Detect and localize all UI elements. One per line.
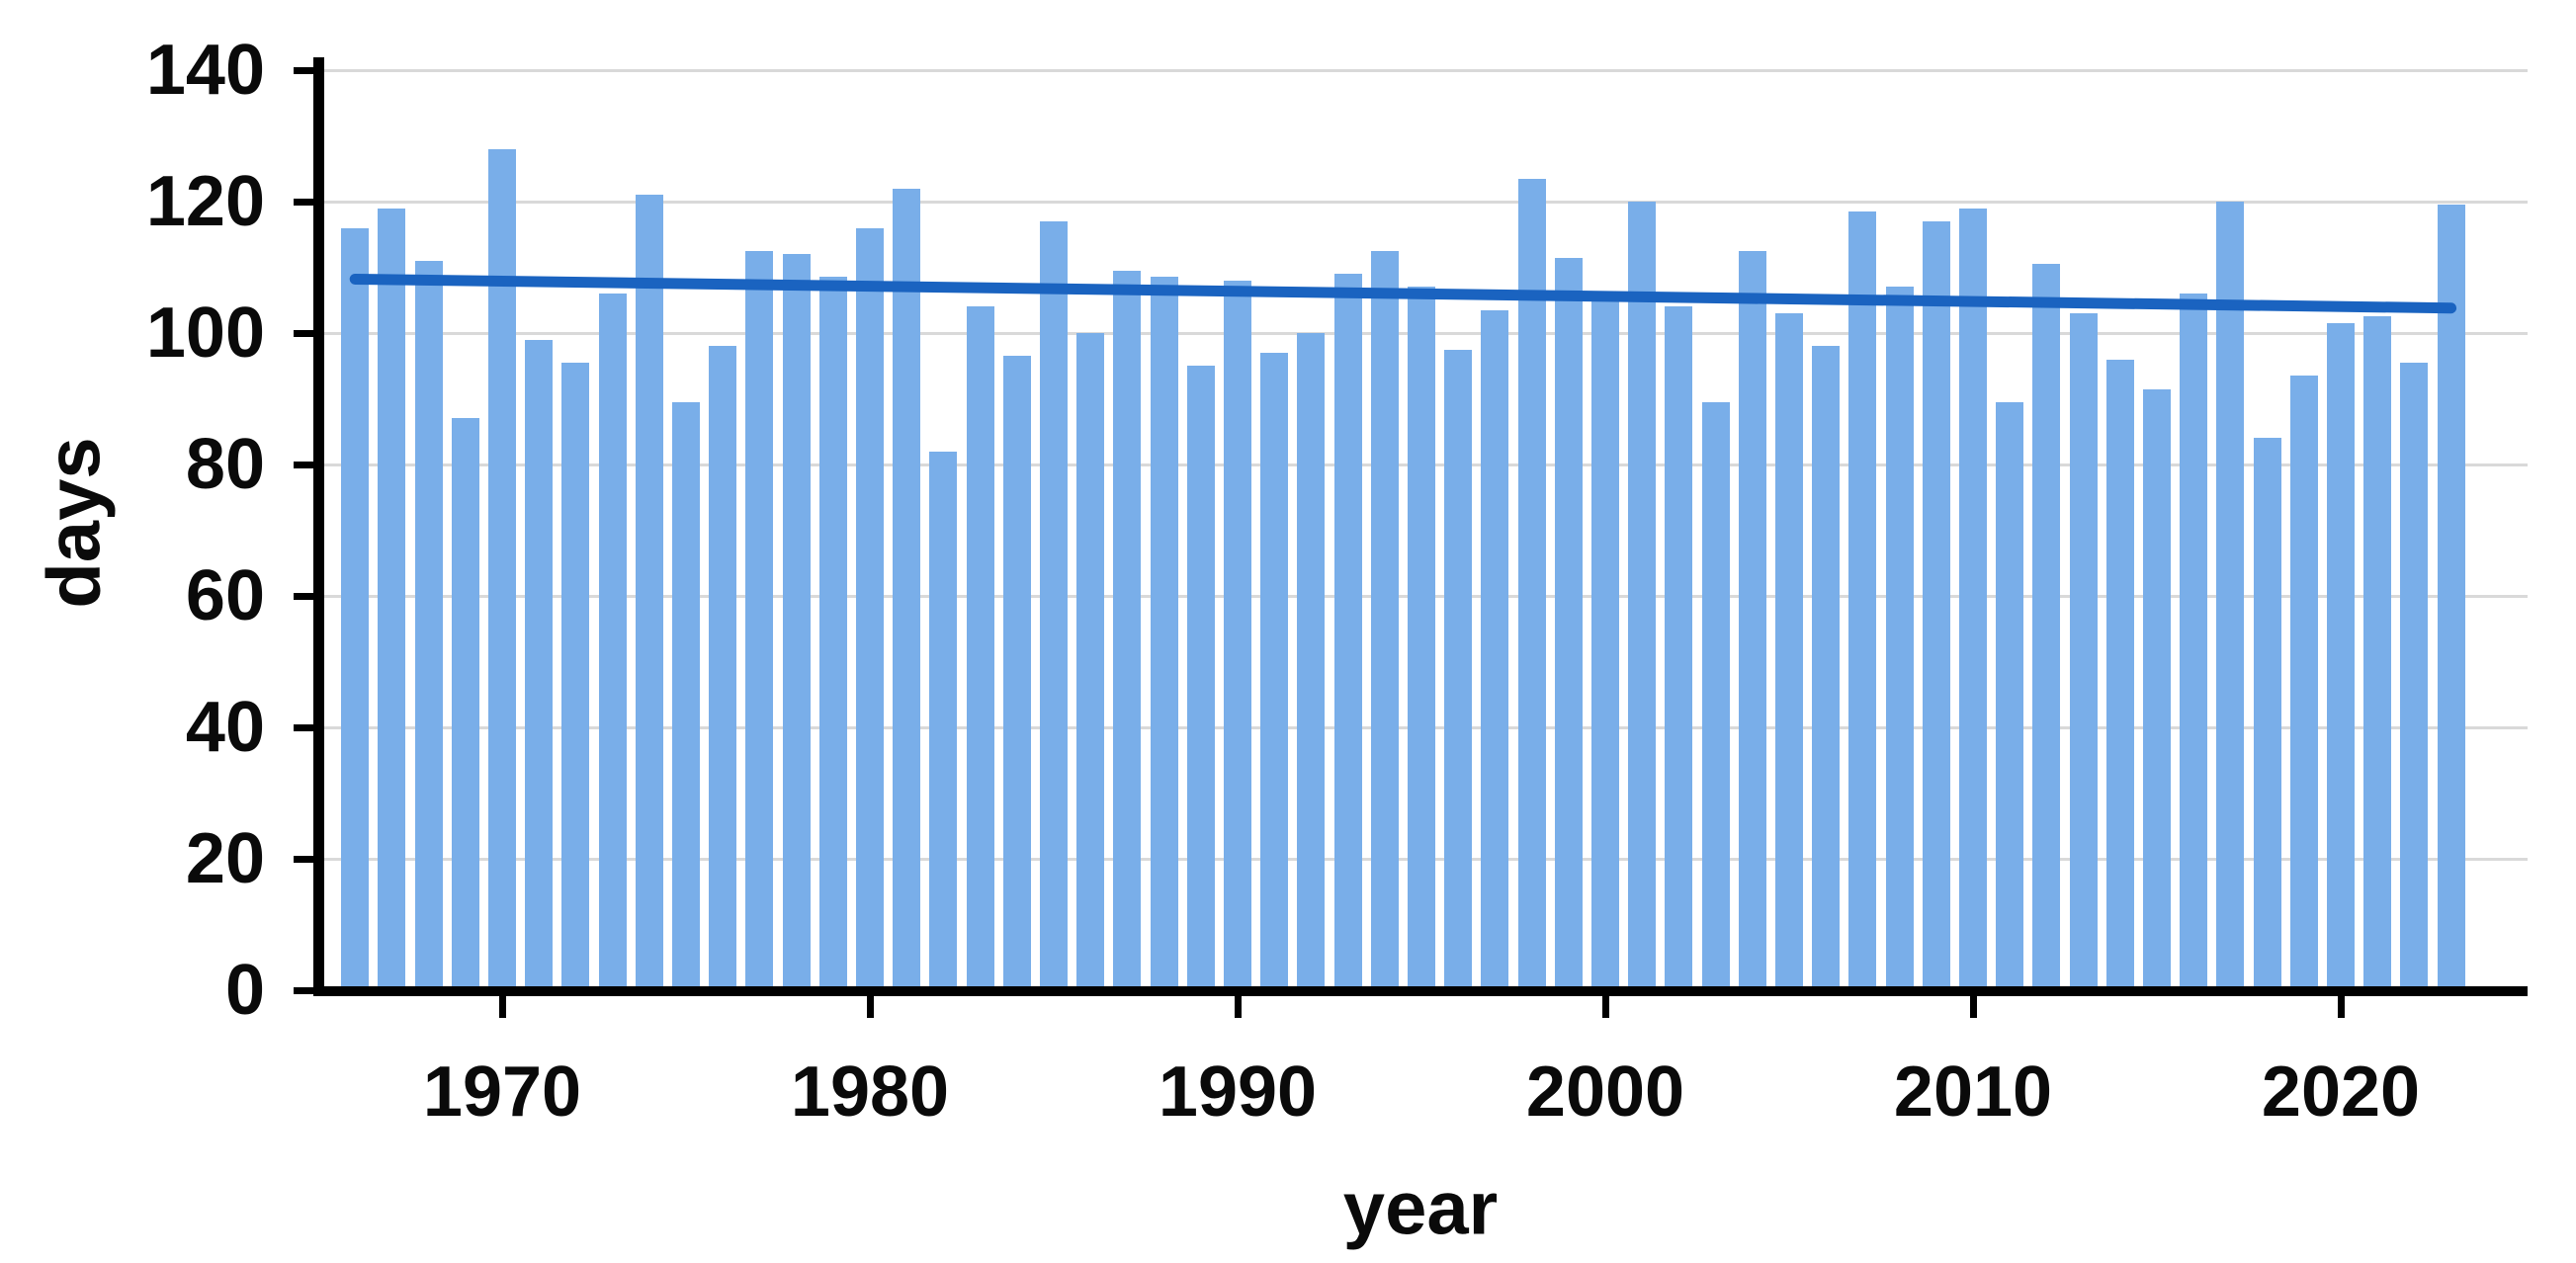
bar-1982 bbox=[929, 451, 958, 990]
bar-1981 bbox=[893, 188, 921, 990]
bar-2014 bbox=[2105, 359, 2134, 990]
bar-1968 bbox=[414, 260, 443, 990]
x-tick-label-2010: 2010 bbox=[1893, 1052, 2053, 1132]
bar-2010 bbox=[1959, 208, 1987, 990]
y-axis-line bbox=[313, 57, 324, 996]
bar-2020 bbox=[2327, 323, 2355, 990]
bar-2007 bbox=[1848, 210, 1877, 990]
bar-1984 bbox=[1002, 356, 1031, 990]
y-tick-label-40: 40 bbox=[185, 688, 265, 767]
x-tick-label-1970: 1970 bbox=[422, 1052, 582, 1132]
y-tick-label-120: 120 bbox=[145, 162, 265, 241]
bar-2001 bbox=[1628, 202, 1657, 990]
bar-2004 bbox=[1738, 250, 1766, 990]
bar-1997 bbox=[1481, 309, 1509, 990]
y-tick-80 bbox=[294, 461, 313, 468]
bar-1998 bbox=[1517, 178, 1546, 990]
bar-1988 bbox=[1150, 277, 1178, 990]
bar-2023 bbox=[2437, 205, 2465, 990]
bar-2000 bbox=[1591, 299, 1619, 990]
bar-1990 bbox=[1224, 280, 1251, 990]
bar-1979 bbox=[818, 277, 847, 990]
x-tick-1970 bbox=[498, 996, 506, 1018]
bar-1985 bbox=[1040, 220, 1068, 990]
bar-1993 bbox=[1333, 274, 1362, 990]
bar-1991 bbox=[1260, 352, 1289, 990]
y-tick-label-100: 100 bbox=[145, 294, 265, 373]
bar-2022 bbox=[2400, 362, 2429, 990]
x-axis-line bbox=[313, 986, 2528, 996]
bar-1999 bbox=[1554, 257, 1583, 990]
bar-2018 bbox=[2253, 438, 2281, 990]
bar-2017 bbox=[2216, 202, 2245, 990]
bar-1977 bbox=[745, 250, 774, 990]
y-tick-140 bbox=[294, 66, 313, 74]
bar-1974 bbox=[635, 195, 663, 990]
bar-1975 bbox=[672, 401, 700, 990]
bar-2016 bbox=[2180, 294, 2208, 990]
x-tick-label-2000: 2000 bbox=[1525, 1052, 1685, 1132]
x-tick-2020 bbox=[2337, 996, 2345, 1018]
bar-1989 bbox=[1186, 366, 1215, 990]
x-tick-label-1980: 1980 bbox=[790, 1052, 950, 1132]
bar-2012 bbox=[2032, 264, 2061, 990]
bar-2002 bbox=[1665, 306, 1693, 990]
bar-1994 bbox=[1370, 250, 1399, 990]
bar-1983 bbox=[966, 306, 994, 990]
bar-1995 bbox=[1408, 287, 1435, 990]
bar-1992 bbox=[1297, 333, 1326, 990]
x-tick-2000 bbox=[1601, 996, 1609, 1018]
x-tick-2010 bbox=[1969, 996, 1977, 1018]
bar-1978 bbox=[782, 254, 811, 990]
x-tick-label-2020: 2020 bbox=[2261, 1052, 2421, 1132]
y-tick-label-20: 20 bbox=[185, 819, 265, 898]
bar-2003 bbox=[1701, 401, 1730, 990]
y-tick-20 bbox=[294, 855, 313, 863]
gridline-140 bbox=[313, 68, 2528, 72]
bar-2009 bbox=[1922, 220, 1950, 990]
y-tick-120 bbox=[294, 198, 313, 206]
bar-2015 bbox=[2143, 388, 2171, 990]
y-tick-label-0: 0 bbox=[224, 951, 265, 1030]
bar-2021 bbox=[2363, 316, 2392, 990]
bar-1980 bbox=[856, 227, 884, 990]
bar-1970 bbox=[488, 148, 516, 990]
bar-2005 bbox=[1775, 313, 1803, 990]
bar-1972 bbox=[561, 362, 590, 990]
x-axis-title: year bbox=[1342, 1166, 1499, 1251]
y-tick-60 bbox=[294, 592, 313, 600]
x-tick-1980 bbox=[866, 996, 874, 1018]
y-tick-label-60: 60 bbox=[185, 556, 265, 635]
bar-2006 bbox=[1812, 346, 1841, 990]
y-tick-100 bbox=[294, 329, 313, 337]
bar-2008 bbox=[1885, 287, 1914, 990]
bar-1973 bbox=[598, 294, 627, 990]
bar-1969 bbox=[451, 418, 479, 990]
x-tick-label-1990: 1990 bbox=[1158, 1052, 1318, 1132]
y-tick-label-80: 80 bbox=[185, 425, 265, 504]
bar-1976 bbox=[709, 346, 737, 990]
y-tick-label-140: 140 bbox=[145, 31, 265, 110]
bar-2019 bbox=[2289, 376, 2318, 990]
y-tick-0 bbox=[294, 986, 313, 994]
bar-2013 bbox=[2069, 313, 2098, 990]
gridline-120 bbox=[313, 200, 2528, 204]
bar-1996 bbox=[1444, 349, 1473, 990]
y-tick-40 bbox=[294, 723, 313, 731]
bar-1987 bbox=[1113, 270, 1142, 990]
bar-1971 bbox=[525, 339, 554, 990]
x-tick-1990 bbox=[1234, 996, 1242, 1018]
bar-1967 bbox=[378, 208, 406, 990]
bar-2011 bbox=[1996, 401, 2024, 990]
trend-line-segment bbox=[349, 273, 2457, 314]
bar-1986 bbox=[1076, 333, 1105, 990]
bar-1966 bbox=[341, 227, 370, 990]
